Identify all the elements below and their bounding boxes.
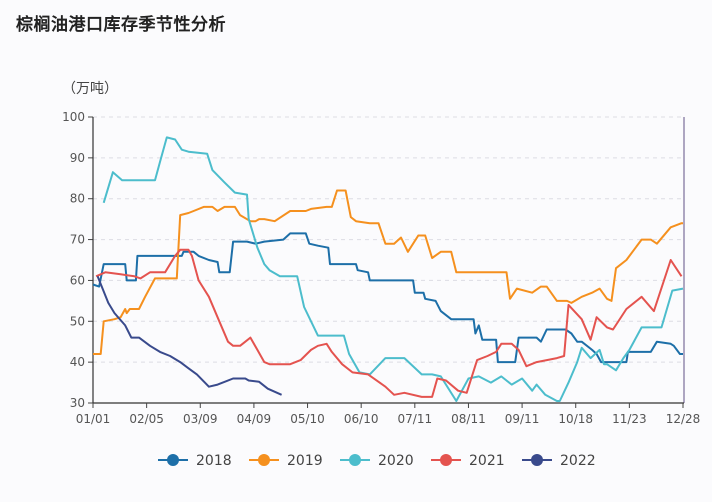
- x-tick-label: 05/10: [290, 412, 325, 426]
- y-tick-label: 100: [62, 110, 85, 124]
- y-tick-label: 60: [70, 273, 85, 287]
- x-tick-label: 02/05: [129, 412, 164, 426]
- x-tick-label: 07/11: [398, 412, 433, 426]
- y-tick-label: 70: [70, 233, 85, 247]
- y-tick-label: 90: [70, 151, 85, 165]
- x-tick-label: 04/09: [237, 412, 272, 426]
- legend-marker-2021: [440, 454, 452, 466]
- y-tick-label: 80: [70, 192, 85, 206]
- legend-marker-2020: [349, 454, 361, 466]
- x-tick-label: 01/01: [76, 412, 111, 426]
- x-tick-label: 03/09: [183, 412, 218, 426]
- x-tick-label: 06/10: [344, 412, 379, 426]
- y-tick-label: 30: [70, 396, 85, 410]
- x-tick-label: 12/28: [666, 412, 701, 426]
- series-line-2022: [96, 275, 283, 396]
- x-tick-label: 08/11: [451, 412, 486, 426]
- legend-label-2020: 2020: [378, 453, 414, 469]
- series-line-2021: [95, 248, 683, 398]
- chart-title: 棕榈油港口库存季节性分析: [16, 15, 226, 35]
- series-line-2019: [93, 189, 683, 355]
- x-tick-label: 11/23: [612, 412, 647, 426]
- y-axis-unit-label: （万吨）: [62, 81, 118, 97]
- x-tick-label: 10/18: [558, 412, 593, 426]
- y-tick-label: 40: [70, 355, 85, 369]
- legend-marker-2018: [167, 454, 179, 466]
- series-line-2018: [92, 232, 683, 364]
- legend-label-2019: 2019: [287, 453, 323, 469]
- legend-marker-2022: [531, 454, 543, 466]
- legend-label-2018: 2018: [196, 453, 232, 469]
- x-tick-label: 09/11: [505, 412, 540, 426]
- legend-marker-2019: [258, 454, 270, 466]
- legend-label-2022: 2022: [560, 453, 596, 469]
- y-tick-label: 50: [70, 314, 85, 328]
- legend-label-2021: 2021: [469, 453, 505, 469]
- series-line-2020: [102, 136, 684, 402]
